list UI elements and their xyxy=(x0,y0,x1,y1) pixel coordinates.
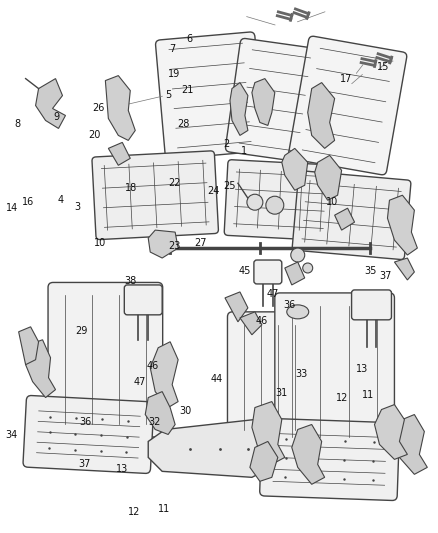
Polygon shape xyxy=(395,258,414,280)
Text: 21: 21 xyxy=(181,85,194,95)
Text: 7: 7 xyxy=(169,44,175,54)
Text: 33: 33 xyxy=(295,369,307,379)
Text: 17: 17 xyxy=(340,75,353,84)
Text: 15: 15 xyxy=(377,62,389,72)
Text: 35: 35 xyxy=(365,266,377,276)
Polygon shape xyxy=(19,327,39,365)
Text: 47: 47 xyxy=(133,377,146,387)
Text: 44: 44 xyxy=(211,374,223,384)
Text: 18: 18 xyxy=(125,183,137,193)
Text: 9: 9 xyxy=(53,112,60,122)
Text: 23: 23 xyxy=(168,241,180,252)
Text: 11: 11 xyxy=(362,390,374,400)
Text: 46: 46 xyxy=(146,361,159,372)
FancyBboxPatch shape xyxy=(23,395,154,473)
FancyBboxPatch shape xyxy=(289,36,407,175)
Polygon shape xyxy=(25,340,56,398)
Text: 19: 19 xyxy=(168,69,180,79)
Text: 2: 2 xyxy=(224,139,230,149)
Text: 16: 16 xyxy=(21,197,34,207)
Polygon shape xyxy=(388,195,417,255)
FancyBboxPatch shape xyxy=(254,260,282,284)
FancyBboxPatch shape xyxy=(227,312,312,443)
FancyBboxPatch shape xyxy=(124,285,162,315)
Polygon shape xyxy=(374,405,407,459)
Text: 26: 26 xyxy=(93,103,105,113)
Polygon shape xyxy=(252,78,275,125)
Polygon shape xyxy=(392,415,427,474)
Polygon shape xyxy=(148,419,278,478)
Polygon shape xyxy=(314,155,342,200)
Text: 4: 4 xyxy=(58,195,64,205)
Text: 22: 22 xyxy=(168,177,181,188)
Text: 13: 13 xyxy=(356,364,368,374)
Text: 45: 45 xyxy=(238,266,251,276)
Text: 32: 32 xyxy=(148,417,161,426)
Polygon shape xyxy=(106,76,135,140)
Text: 11: 11 xyxy=(158,504,170,514)
FancyBboxPatch shape xyxy=(352,290,392,320)
Polygon shape xyxy=(240,312,262,335)
Polygon shape xyxy=(108,142,130,165)
Text: 36: 36 xyxy=(284,300,296,310)
Text: 8: 8 xyxy=(14,119,20,129)
Polygon shape xyxy=(292,424,325,484)
Text: 37: 37 xyxy=(380,271,392,281)
Text: 10: 10 xyxy=(94,238,106,248)
Polygon shape xyxy=(335,208,355,230)
Text: 20: 20 xyxy=(88,130,101,140)
Polygon shape xyxy=(250,441,278,481)
Polygon shape xyxy=(35,78,66,128)
FancyBboxPatch shape xyxy=(275,293,395,450)
Polygon shape xyxy=(282,148,308,190)
Circle shape xyxy=(247,194,263,210)
Circle shape xyxy=(303,263,313,273)
Text: 36: 36 xyxy=(80,417,92,426)
Text: 28: 28 xyxy=(177,119,189,129)
Text: 10: 10 xyxy=(325,197,338,207)
Text: 29: 29 xyxy=(75,326,88,336)
FancyBboxPatch shape xyxy=(155,32,265,159)
Text: 13: 13 xyxy=(116,464,128,474)
FancyBboxPatch shape xyxy=(224,160,336,241)
Text: 14: 14 xyxy=(6,203,18,213)
Polygon shape xyxy=(230,83,248,135)
Text: 47: 47 xyxy=(266,289,279,299)
FancyBboxPatch shape xyxy=(260,418,399,500)
Polygon shape xyxy=(150,342,178,408)
Polygon shape xyxy=(145,392,175,434)
FancyBboxPatch shape xyxy=(292,171,411,260)
Text: 38: 38 xyxy=(125,277,137,286)
Text: 5: 5 xyxy=(166,90,172,100)
Circle shape xyxy=(266,196,284,214)
Text: 24: 24 xyxy=(208,186,220,196)
Text: 1: 1 xyxy=(241,146,247,156)
Text: 3: 3 xyxy=(74,202,80,212)
FancyBboxPatch shape xyxy=(48,282,162,437)
Polygon shape xyxy=(225,292,248,322)
Text: 46: 46 xyxy=(256,316,268,326)
Polygon shape xyxy=(308,83,335,148)
FancyBboxPatch shape xyxy=(226,38,324,163)
Text: 37: 37 xyxy=(78,459,91,469)
FancyBboxPatch shape xyxy=(92,151,219,239)
Text: 30: 30 xyxy=(179,406,191,416)
Text: 34: 34 xyxy=(6,431,18,440)
Polygon shape xyxy=(148,230,178,258)
Text: 25: 25 xyxy=(224,181,236,191)
Polygon shape xyxy=(252,401,285,464)
Ellipse shape xyxy=(287,305,309,319)
Text: 12: 12 xyxy=(336,393,348,403)
Text: 12: 12 xyxy=(127,507,140,517)
Circle shape xyxy=(291,248,305,262)
Text: 27: 27 xyxy=(194,238,207,248)
Text: 31: 31 xyxy=(275,388,287,398)
Text: 6: 6 xyxy=(186,34,192,44)
Polygon shape xyxy=(285,262,305,285)
